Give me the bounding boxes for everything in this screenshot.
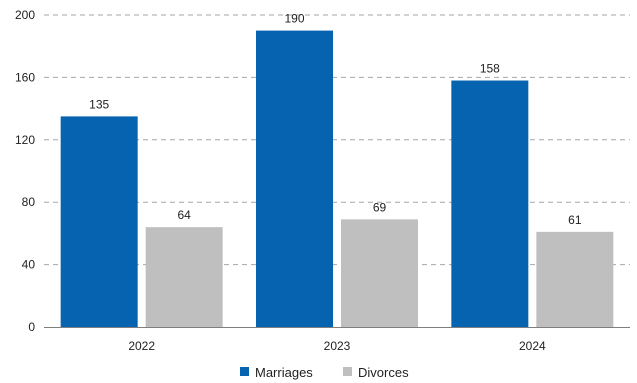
bar-divorces-2024 xyxy=(536,231,614,327)
y-tick-label: 160 xyxy=(15,70,35,84)
legend-swatch-divorces xyxy=(343,367,352,376)
y-tick-label: 0 xyxy=(28,320,35,334)
x-tick-label: 2022 xyxy=(128,339,155,353)
legend-label-divorces: Divorces xyxy=(358,365,409,380)
x-tick-label: 2023 xyxy=(324,339,351,353)
bar-marriages-2023 xyxy=(256,30,333,327)
gridlines xyxy=(44,14,630,328)
data-label: 61 xyxy=(568,213,582,227)
bar-marriages-2024 xyxy=(451,80,529,328)
y-tick-label: 120 xyxy=(15,133,35,147)
data-label: 135 xyxy=(89,97,109,111)
data-label: 190 xyxy=(284,12,304,26)
data-label: 69 xyxy=(373,200,387,214)
y-axis-ticks: 0 40 80 120 160 200 xyxy=(15,8,35,334)
y-tick-label: 200 xyxy=(15,8,35,22)
bar-divorces-2022 xyxy=(145,227,223,327)
data-label: 158 xyxy=(480,62,500,76)
y-tick-label: 80 xyxy=(22,195,36,209)
bar-divorces-2023 xyxy=(341,219,418,327)
legend-label-marriages: Marriages xyxy=(255,365,313,380)
data-labels: 135 64 190 69 158 61 xyxy=(89,12,582,227)
bar-marriages-2022 xyxy=(60,116,138,328)
legend-swatch-marriages xyxy=(240,367,249,376)
bars xyxy=(60,30,614,328)
x-tick-label: 2024 xyxy=(519,339,546,353)
y-tick-label: 40 xyxy=(22,258,36,272)
legend: Marriages Divorces xyxy=(240,365,409,380)
data-label: 64 xyxy=(177,208,191,222)
x-axis-ticks: 2022 2023 2024 xyxy=(128,339,546,353)
